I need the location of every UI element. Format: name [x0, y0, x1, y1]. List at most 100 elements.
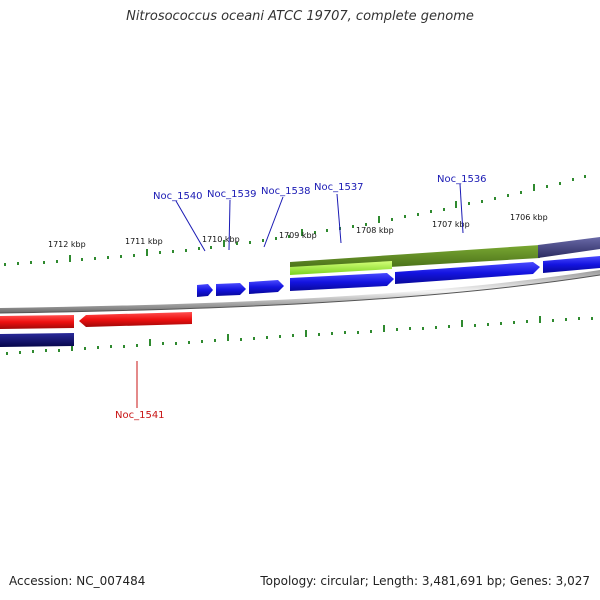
gene-label-noc1541[interactable]: Noc_1541: [115, 410, 165, 421]
ruler-tick: [223, 240, 225, 247]
ruler-tick: [494, 197, 496, 200]
gene-label-noc1538[interactable]: Noc_1538: [261, 186, 311, 197]
ruler-tick: [326, 229, 328, 232]
ruler-tick: [133, 254, 135, 257]
ruler-tick: [365, 223, 367, 226]
ruler-tick: [526, 320, 528, 323]
ruler-tick: [513, 321, 515, 324]
ruler-tick: [58, 349, 60, 352]
ruler-tick: [262, 239, 264, 242]
ruler-tick: [520, 191, 522, 194]
ruler-label-1708: 1708 kbp: [356, 226, 394, 235]
ruler-tick: [559, 182, 561, 185]
ruler-tick: [487, 323, 489, 326]
ruler-label-1707: 1707 kbp: [432, 220, 470, 229]
gene-label-noc1539[interactable]: Noc_1539: [207, 189, 257, 200]
leader-noc1540: [175, 200, 206, 252]
ruler-tick: [43, 261, 45, 264]
ruler-tick: [507, 194, 509, 197]
gene-arrow-forward[interactable]: [543, 256, 600, 273]
ruler-tick: [249, 241, 251, 244]
gene-arrow-forward[interactable]: [197, 284, 213, 297]
ruler-label-1712: 1712 kbp: [48, 240, 86, 249]
ruler-tick: [69, 255, 71, 262]
leader-noc1538: [263, 196, 284, 248]
ruler-tick: [198, 247, 200, 250]
ruler-tick: [500, 322, 502, 325]
gene-label-noc1536[interactable]: Noc_1536: [437, 174, 487, 185]
gene-arrow-forward[interactable]: [249, 280, 284, 294]
ruler-tick: [159, 251, 161, 254]
ruler-tick: [201, 340, 203, 343]
ruler-tick: [591, 317, 593, 320]
ruler-tick: [94, 257, 96, 260]
feature-band-navy: [0, 333, 74, 347]
ruler-tick: [461, 320, 463, 327]
ruler-tick: [546, 185, 548, 188]
leader-noc1537: [336, 193, 342, 244]
feature-band-slate: [538, 237, 600, 258]
ruler-label-1709: 1709 kbp: [279, 231, 317, 240]
ruler-tick: [455, 201, 457, 208]
ruler-tick: [378, 216, 380, 223]
ruler-tick: [162, 342, 164, 345]
ruler-tick: [305, 330, 307, 337]
ruler-tick: [301, 229, 303, 236]
genome-backbone-shadow: [0, 274, 600, 314]
gene-arrow-forward[interactable]: [395, 262, 540, 284]
gene-arrow-reverse[interactable]: [79, 312, 192, 327]
ruler-tick: [210, 246, 212, 249]
gene-arrow-forward[interactable]: [290, 273, 394, 291]
ruler-tick: [565, 318, 567, 321]
ruler-tick: [110, 345, 112, 348]
ruler-tick: [292, 334, 294, 337]
ruler-tick: [409, 327, 411, 330]
ruler-tick: [120, 255, 122, 258]
gene-label-noc1540[interactable]: Noc_1540: [153, 191, 203, 202]
ruler-tick: [188, 341, 190, 344]
ruler-tick: [344, 331, 346, 334]
ruler-tick: [391, 218, 393, 221]
gene-arrow-forward[interactable]: [216, 283, 246, 296]
ruler-labels: 1712 kbp 1711 kbp 1710 kbp 1709 kbp 1708…: [48, 213, 548, 249]
gene-arrow-reverse[interactable]: [0, 315, 74, 329]
ruler-tick: [236, 242, 238, 245]
ruler-tick: [533, 184, 535, 191]
gene-label-noc1537[interactable]: Noc_1537: [314, 182, 364, 193]
ruler-tick: [185, 249, 187, 252]
ruler-tick: [435, 326, 437, 329]
ruler-tick: [357, 331, 359, 334]
ruler-tick: [214, 339, 216, 342]
ruler-tick: [448, 325, 450, 328]
ruler-tick: [97, 346, 99, 349]
ruler-tick: [32, 350, 34, 353]
ruler-tick: [352, 225, 354, 228]
ruler-tick: [539, 316, 541, 323]
ruler-tick: [146, 249, 148, 256]
ruler-tick: [404, 215, 406, 218]
ruler-label-1710: 1710 kbp: [202, 235, 240, 244]
ruler-tick: [572, 178, 574, 181]
ruler-tick: [84, 347, 86, 350]
ruler-tick: [107, 256, 109, 259]
ruler-tick: [123, 345, 125, 348]
ruler-tick: [430, 210, 432, 213]
reverse-strand-genes: [0, 312, 192, 329]
feature-band-lime: [290, 261, 392, 275]
ruler-tick: [4, 263, 6, 266]
ruler-tick: [552, 319, 554, 322]
ruler-label-1706: 1706 kbp: [510, 213, 548, 222]
ruler-tick: [136, 344, 138, 347]
ruler-tick: [279, 335, 281, 338]
ruler-tick: [30, 261, 32, 264]
ruler-tick: [443, 208, 445, 211]
forward-strand-genes: [197, 256, 600, 297]
ruler-tick: [149, 339, 151, 346]
ruler-tick: [6, 352, 8, 355]
ruler-tick: [175, 342, 177, 345]
ruler-tick: [266, 336, 268, 339]
ruler-tick: [240, 338, 242, 341]
ruler-tick: [481, 200, 483, 203]
ruler-tick: [396, 328, 398, 331]
gene-labels: Noc_1540 Noc_1539 Noc_1538 Noc_1537 Noc_…: [115, 174, 487, 421]
